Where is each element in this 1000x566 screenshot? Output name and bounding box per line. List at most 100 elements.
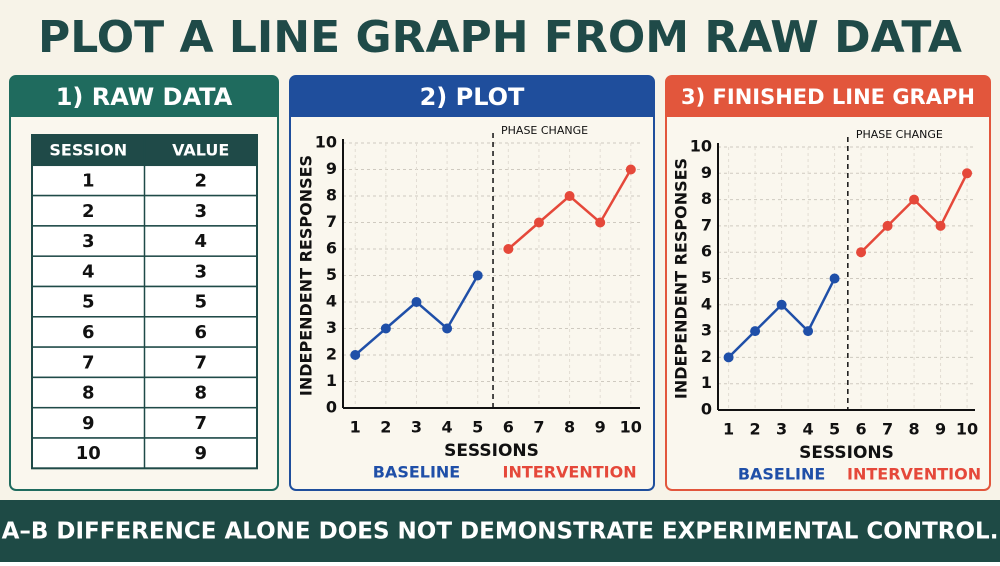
table-cell: 7 <box>194 413 207 434</box>
data-point <box>723 352 734 363</box>
y-tick-label: 4 <box>701 294 712 313</box>
table-border <box>31 134 258 470</box>
table-cell: 2 <box>194 170 207 191</box>
data-point <box>882 220 893 231</box>
footer-text: A–B DIFFERENCE ALONE DOES NOT DEMONSTRAT… <box>2 519 999 545</box>
table-cell: 4 <box>82 261 95 282</box>
table-cell: 7 <box>194 352 207 373</box>
x-tick-label: 2 <box>380 418 391 437</box>
y-tick-label: 7 <box>326 212 337 231</box>
table-cell: 3 <box>82 231 95 252</box>
x-tick-label: 1 <box>350 418 361 437</box>
y-tick-label: 8 <box>326 186 337 205</box>
legend-label: INTERVENTION <box>503 463 637 482</box>
legend-label: BASELINE <box>738 465 826 484</box>
data-point <box>595 217 606 228</box>
data-point <box>935 220 946 231</box>
x-tick-label: 6 <box>503 418 514 437</box>
table-header: SESSION <box>49 141 127 160</box>
data-point <box>411 297 422 307</box>
table-cell: 2 <box>82 201 95 222</box>
x-tick-label: 10 <box>956 420 978 439</box>
panel-title: 1) RAW DATA <box>56 83 233 111</box>
x-tick-label: 2 <box>750 420 761 439</box>
data-point <box>625 164 636 175</box>
panel-header <box>10 76 278 117</box>
data-point <box>909 194 920 205</box>
y-tick-label: 10 <box>315 133 337 152</box>
table-cell: 8 <box>194 383 207 404</box>
table-cell: 3 <box>194 261 207 282</box>
table-cell: 6 <box>194 322 207 343</box>
x-tick-label: 8 <box>908 420 919 439</box>
data-point <box>564 191 575 201</box>
table-cell: 9 <box>194 443 207 464</box>
x-tick-label: 4 <box>442 418 453 437</box>
legend-label: INTERVENTION <box>847 465 981 484</box>
y-tick-label: 9 <box>701 163 712 182</box>
data-point <box>442 323 453 334</box>
panel-title: 2) PLOT <box>420 83 525 111</box>
panel-header <box>666 76 990 117</box>
panel-title: 3) FINISHED LINE GRAPH <box>681 85 975 109</box>
data-point <box>503 244 514 254</box>
x-tick-label: 8 <box>564 418 575 437</box>
x-tick-label: 7 <box>533 418 544 437</box>
table-cell: 9 <box>82 413 95 434</box>
y-axis-label: INDEPENDENT RESPONSES <box>672 158 691 399</box>
x-tick-label: 3 <box>411 418 422 437</box>
y-axis-label: INDEPENDENT RESPONSES <box>297 155 316 396</box>
table-cell: 7 <box>82 352 95 373</box>
table-cell: 3 <box>194 201 207 222</box>
y-tick-label: 5 <box>326 265 337 284</box>
y-tick-label: 1 <box>326 371 337 390</box>
x-axis-label: SESSIONS <box>444 441 539 461</box>
y-tick-label: 3 <box>701 321 712 340</box>
x-tick-label: 7 <box>882 420 893 439</box>
main-title: PLOT A LINE GRAPH FROM RAW DATA <box>38 12 962 63</box>
data-point <box>776 299 787 310</box>
table-cell: 5 <box>82 292 95 313</box>
data-point <box>350 350 361 360</box>
footer-bar <box>0 500 1000 562</box>
y-tick-label: 10 <box>690 137 712 156</box>
phase-change-label: PHASE CHANGE <box>856 128 943 141</box>
table-cell: 4 <box>194 231 207 252</box>
y-tick-label: 9 <box>326 159 337 178</box>
data-point <box>533 217 544 228</box>
table-cell: 1 <box>82 170 95 191</box>
data-point <box>962 168 973 179</box>
y-tick-label: 4 <box>326 292 337 311</box>
table-cell: 5 <box>194 292 207 313</box>
table-cell: 8 <box>82 383 95 404</box>
x-tick-label: 5 <box>472 418 483 437</box>
y-tick-label: 8 <box>701 189 712 208</box>
data-point <box>829 273 840 284</box>
y-tick-label: 0 <box>326 398 337 417</box>
x-tick-label: 5 <box>829 420 840 439</box>
table-cell: 6 <box>82 322 95 343</box>
x-tick-label: 10 <box>620 418 642 437</box>
x-axis-label: SESSIONS <box>799 443 894 463</box>
x-tick-label: 6 <box>856 420 867 439</box>
data-point <box>750 326 761 337</box>
y-tick-label: 6 <box>326 239 337 258</box>
phase-change-label: PHASE CHANGE <box>501 124 588 137</box>
table-cell: 10 <box>76 443 101 464</box>
data-point <box>803 326 814 337</box>
table-header: VALUE <box>172 141 229 160</box>
y-tick-label: 0 <box>701 400 712 419</box>
y-tick-label: 5 <box>701 268 712 287</box>
y-tick-label: 3 <box>326 318 337 337</box>
x-tick-label: 1 <box>723 420 734 439</box>
y-tick-label: 6 <box>701 242 712 261</box>
y-tick-label: 2 <box>326 345 337 364</box>
legend-label: BASELINE <box>373 463 461 482</box>
data-point <box>380 323 391 334</box>
x-tick-label: 9 <box>935 420 946 439</box>
y-tick-label: 2 <box>701 347 712 366</box>
data-point <box>856 247 867 258</box>
x-tick-label: 3 <box>776 420 787 439</box>
panel-header <box>290 76 654 117</box>
